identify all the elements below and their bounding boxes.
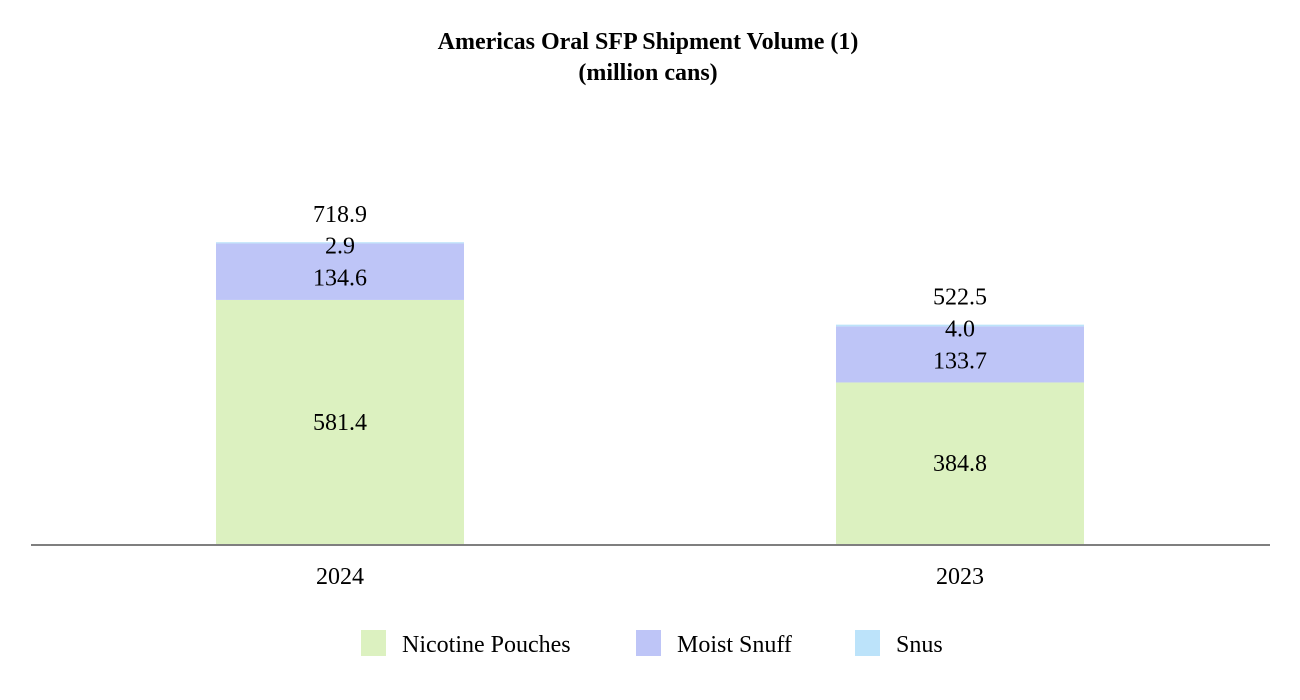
total-label-2024: 718.9 [313,202,367,228]
legend-label-nicotine-pouches: Nicotine Pouches [402,632,571,658]
labels-layer: 581.4 134.6 2.9 718.9 384.8 133.7 4.0 522.5 [313,202,987,477]
chart-title: Americas Oral SFP Shipment Volume (1) [438,29,859,55]
x-tick-label-2024: 2024 [316,564,364,590]
bar-segment-snus-2024 [216,242,464,244]
bar-segment-nicotine-pouches-2024 [216,299,464,544]
x-tick-label-2023: 2023 [936,564,984,590]
legend-label-moist-snuff: Moist Snuff [677,632,792,658]
data-label-nicotine-pouches-2023: 384.8 [933,451,987,477]
bars-layer [216,242,1084,544]
bar-segment-moist-snuff-2024 [216,243,464,300]
bar-segment-moist-snuff-2023 [836,326,1084,383]
data-label-snus-2023: 4.0 [945,316,975,342]
data-label-moist-snuff-2023: 133.7 [933,348,987,374]
legend-swatch-snus [855,630,880,656]
legend-swatch-moist-snuff [636,630,661,656]
total-label-2023: 522.5 [933,285,987,311]
chart-subtitle: (million cans) [578,60,717,86]
legend: Nicotine Pouches Moist Snuff Snus [361,630,943,658]
legend-swatch-nicotine-pouches [361,630,386,656]
data-label-nicotine-pouches-2024: 581.4 [313,410,367,436]
data-label-snus-2024: 2.9 [325,233,355,259]
bar-segment-snus-2023 [836,324,1084,327]
legend-label-snus: Snus [896,632,943,658]
x-tick-labels: 2024 2023 [316,564,984,590]
bar-segment-nicotine-pouches-2023 [836,382,1084,544]
data-label-moist-snuff-2024: 134.6 [313,266,367,292]
